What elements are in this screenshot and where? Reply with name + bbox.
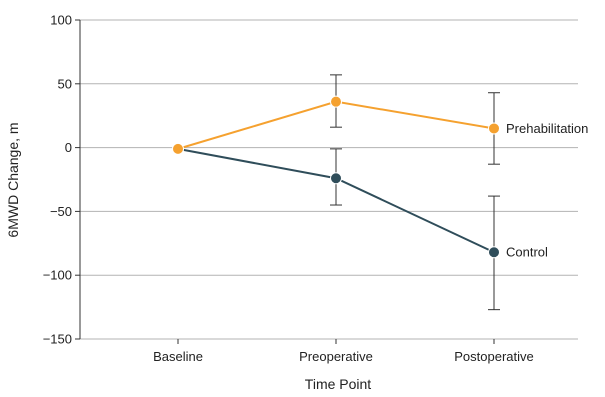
x-tick-label: Postoperative <box>454 349 534 364</box>
series-group: Control Prehabilitation <box>172 74 588 311</box>
y-axis-title: 6MWD Change, m <box>5 122 21 237</box>
data-point <box>330 95 342 108</box>
series-label: Control <box>506 245 548 260</box>
x-axis-title: Time Point <box>305 376 372 392</box>
y-tick-label: −50 <box>50 204 72 219</box>
data-point <box>172 142 184 155</box>
y-tick-label: 100 <box>50 13 72 28</box>
series-control: Control <box>172 142 548 311</box>
data-point <box>488 246 500 259</box>
x-tick-label: Preoperative <box>299 349 373 364</box>
y-tick-label: 0 <box>65 140 72 155</box>
y-tick-label: −150 <box>43 332 72 347</box>
x-tick-label: Baseline <box>153 349 203 364</box>
series-label: Prehabilitation <box>506 121 588 136</box>
data-point <box>330 172 342 185</box>
y-ticks: 100 50 0 −50 −100 −150 <box>43 13 80 347</box>
y-tick-label: 50 <box>58 76 72 91</box>
data-point <box>488 122 500 135</box>
y-tick-label: −100 <box>43 268 72 283</box>
series-prehabilitation: Prehabilitation <box>172 74 588 165</box>
gridlines <box>80 19 578 340</box>
x-ticks: Baseline Preoperative Postoperative <box>153 339 534 364</box>
